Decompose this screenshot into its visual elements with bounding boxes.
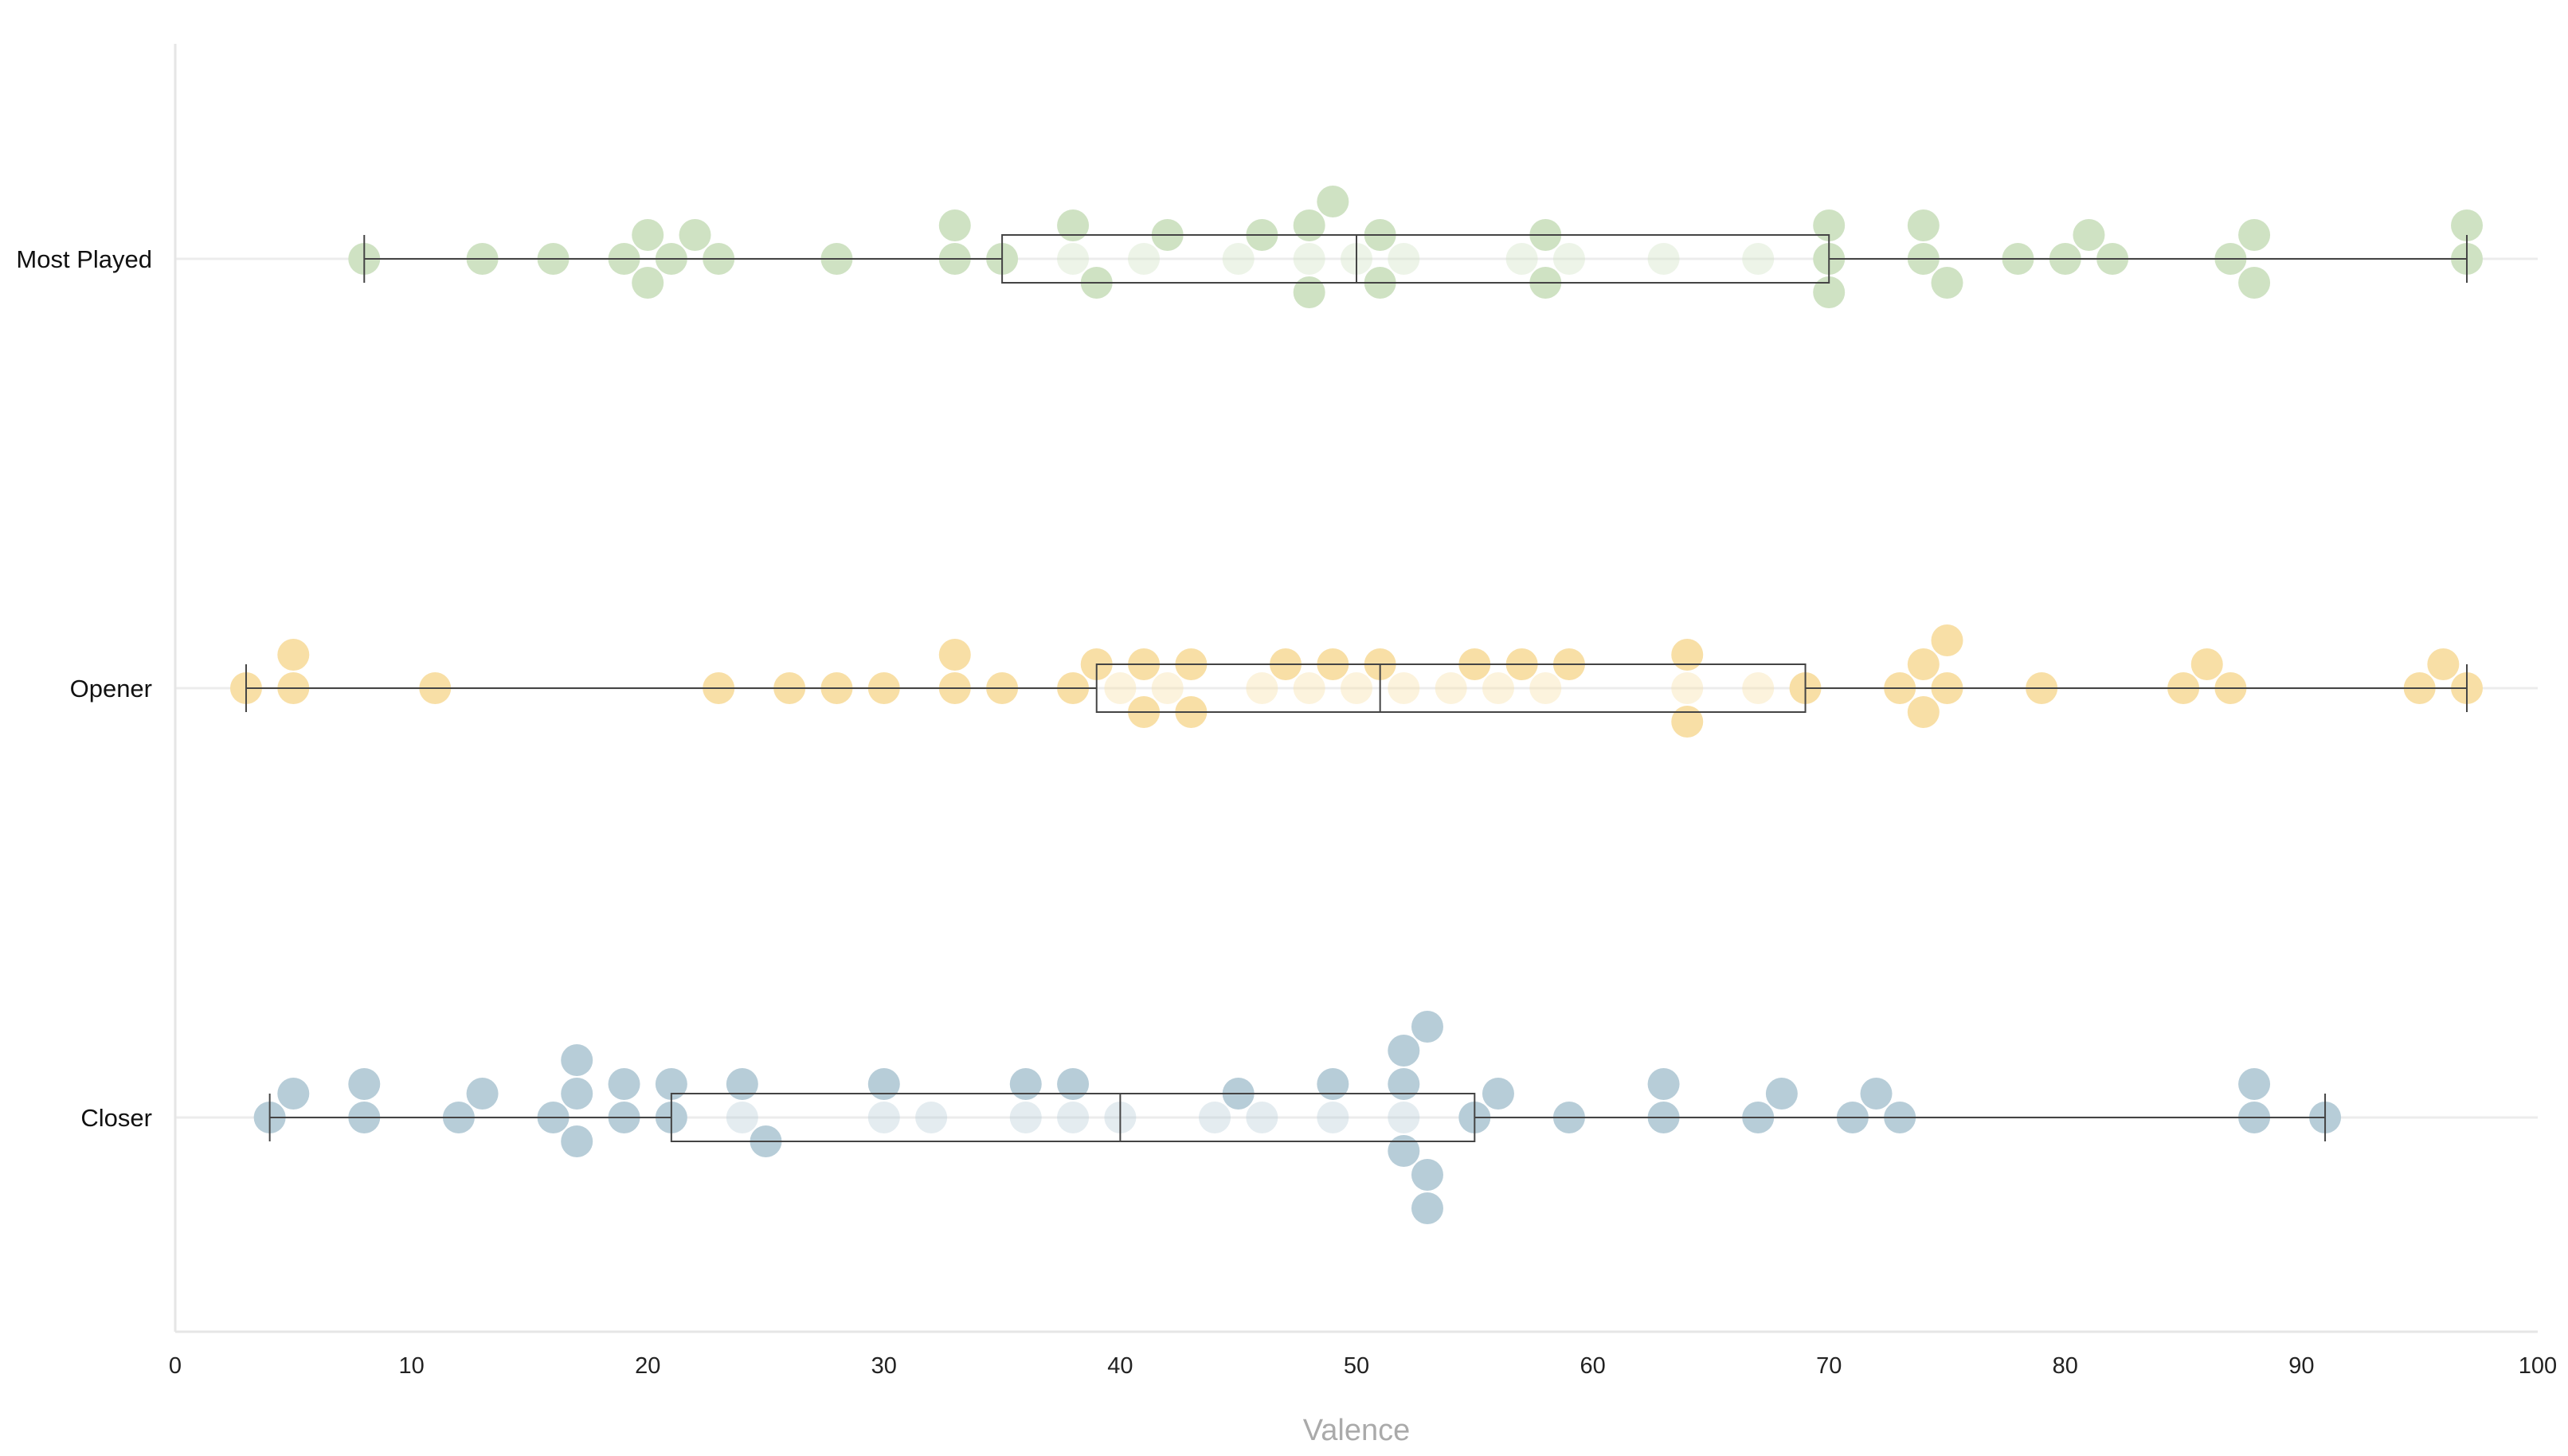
valence-chart: Most Played Opener Closer 0 10 20 30 40 50 60 70 8… — [0, 0, 2568, 1456]
data-point — [1246, 1102, 1278, 1133]
data-point — [632, 267, 664, 299]
x-axis-title: Valence — [1303, 1414, 1411, 1447]
x-tick-label: 70 — [1816, 1353, 1842, 1379]
data-point — [1388, 243, 1419, 275]
x-tick-label: 50 — [1344, 1353, 1369, 1379]
x-tick-label: 40 — [1107, 1353, 1133, 1379]
data-point — [467, 1078, 499, 1110]
data-point — [915, 1102, 947, 1133]
data-point — [1246, 672, 1278, 704]
data-point — [939, 639, 971, 671]
data-point — [1861, 1078, 1893, 1110]
data-point — [1388, 1068, 1419, 1100]
data-point — [1908, 648, 1940, 680]
data-point — [1317, 1068, 1349, 1100]
x-tick-label: 80 — [2053, 1353, 2078, 1379]
data-point — [632, 219, 664, 251]
data-point — [1010, 1102, 1042, 1133]
data-point — [561, 1044, 593, 1076]
data-point — [277, 639, 309, 671]
data-point — [1742, 672, 1774, 704]
data-point — [1529, 672, 1561, 704]
x-tick-label: 90 — [2288, 1353, 2314, 1379]
data-point — [2427, 648, 2459, 680]
data-point — [1648, 243, 1680, 275]
data-point — [1388, 1135, 1419, 1167]
data-point — [561, 1078, 593, 1110]
data-point — [1199, 1102, 1231, 1133]
data-point — [726, 1068, 758, 1100]
data-point — [1128, 243, 1160, 275]
data-point — [1766, 1078, 1798, 1110]
data-point — [1317, 186, 1349, 217]
data-point — [726, 1102, 758, 1133]
data-point — [868, 1102, 900, 1133]
data-point — [1932, 624, 1963, 656]
x-tick-label: 20 — [635, 1353, 660, 1379]
data-point — [2238, 267, 2270, 299]
data-point — [348, 1068, 380, 1100]
data-point — [2238, 219, 2270, 251]
data-point — [1341, 672, 1372, 704]
data-point — [1411, 1192, 1443, 1224]
data-point — [1317, 1102, 1349, 1133]
data-point — [277, 1078, 309, 1110]
category-label: Most Played — [16, 245, 152, 273]
data-point — [2238, 1068, 2270, 1100]
data-point — [868, 1068, 900, 1100]
data-point — [1648, 1068, 1680, 1100]
data-point — [2191, 648, 2223, 680]
data-point — [939, 209, 971, 241]
data-point — [1057, 1068, 1089, 1100]
data-point — [1010, 1068, 1042, 1100]
data-point — [1671, 672, 1703, 704]
data-point — [1553, 243, 1585, 275]
data-point — [1411, 1011, 1443, 1043]
data-point — [1388, 1102, 1419, 1133]
x-ticks: 0 10 20 30 40 50 60 70 80 90 100 — [169, 1353, 2557, 1379]
data-point — [1104, 672, 1136, 704]
data-point — [1506, 243, 1538, 275]
data-point — [1932, 267, 1963, 299]
data-point — [1057, 209, 1089, 241]
data-point — [1057, 243, 1089, 275]
data-point — [1294, 209, 1325, 241]
data-point — [561, 1125, 593, 1157]
x-tick-label: 10 — [398, 1353, 424, 1379]
data-point — [1482, 672, 1514, 704]
data-point — [1435, 672, 1467, 704]
data-point — [1908, 696, 1940, 728]
data-point — [1152, 672, 1184, 704]
points-layer — [230, 186, 2483, 1224]
data-point — [1057, 1102, 1089, 1133]
data-point — [2073, 219, 2104, 251]
data-point — [1388, 672, 1419, 704]
data-point — [609, 1068, 640, 1100]
category-label: Closer — [80, 1104, 152, 1132]
data-point — [1294, 243, 1325, 275]
data-point — [1388, 1035, 1419, 1067]
x-tick-label: 100 — [2519, 1353, 2557, 1379]
category-label: Opener — [70, 675, 152, 703]
data-point — [1671, 639, 1703, 671]
data-point — [1411, 1159, 1443, 1191]
data-point — [1908, 209, 1940, 241]
x-tick-label: 60 — [1580, 1353, 1605, 1379]
data-point — [1742, 243, 1774, 275]
x-tick-label: 30 — [871, 1353, 897, 1379]
data-point — [1223, 243, 1255, 275]
x-tick-label: 0 — [169, 1353, 182, 1379]
data-point — [1482, 1078, 1514, 1110]
data-point — [679, 219, 711, 251]
data-point — [1294, 672, 1325, 704]
category-labels: Most Played Opener Closer — [16, 245, 152, 1132]
data-point — [1671, 706, 1703, 738]
data-point — [1294, 276, 1325, 308]
